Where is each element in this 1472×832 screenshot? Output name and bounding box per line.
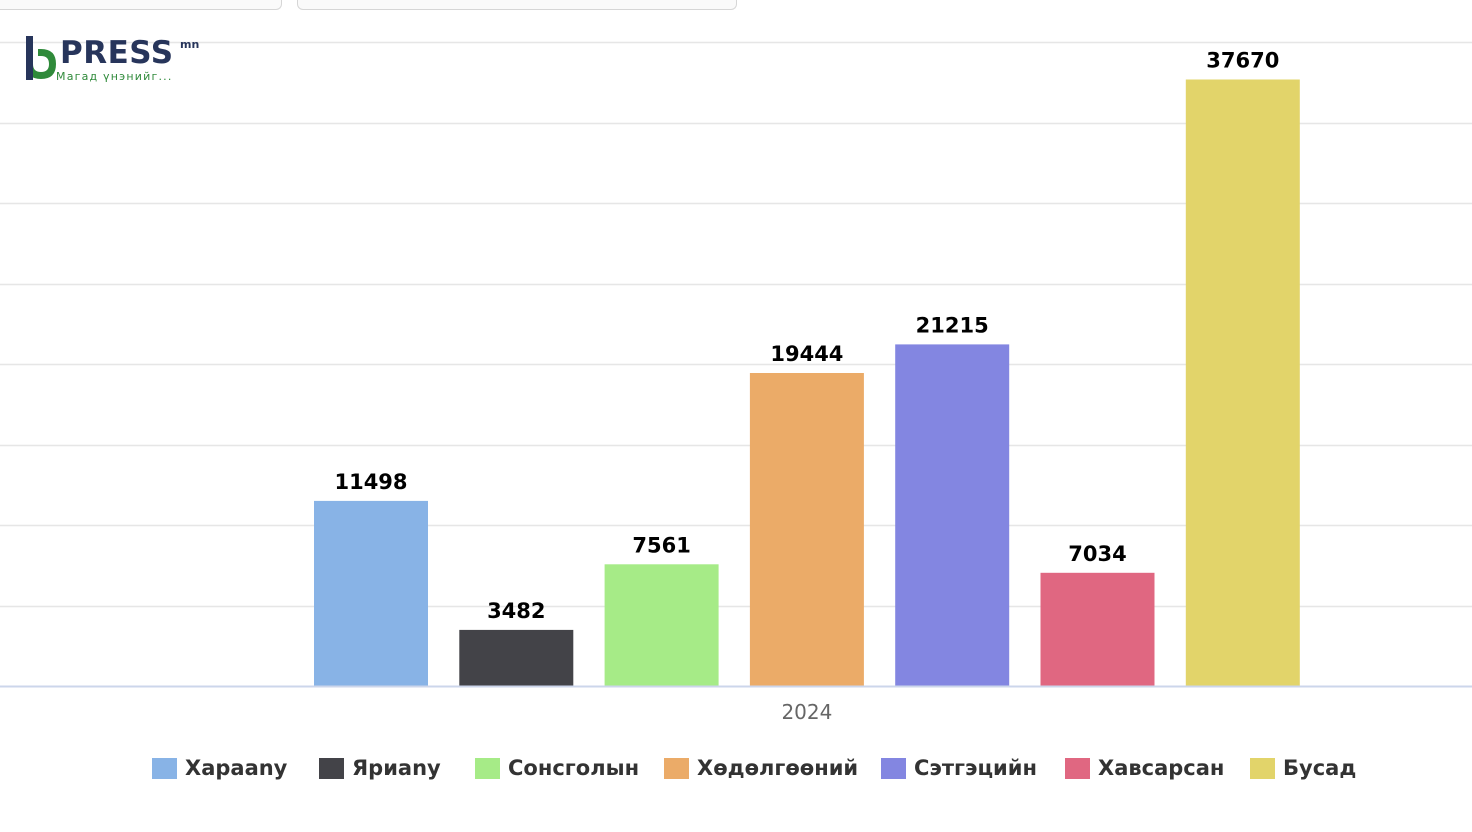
data-label: 7561 [632, 533, 690, 557]
logo-tagline: Магад үнэнийг... [56, 70, 173, 83]
legend-item[interactable]: Бусад [1250, 750, 1356, 786]
bar[interactable] [895, 344, 1010, 686]
legend-label: Сэтгэцийн [914, 756, 1037, 780]
x-tick-label: 2024 [781, 700, 832, 724]
bar[interactable] [314, 500, 428, 686]
legend-label: Яриany [352, 756, 441, 780]
data-label: 3482 [487, 599, 545, 623]
data-label: 37670 [1206, 49, 1279, 73]
bar[interactable] [1040, 572, 1155, 686]
legend-swatch [1250, 757, 1275, 779]
legend-label: Сонсголын [508, 756, 640, 780]
legend-item[interactable]: Сэтгэцийн [881, 750, 1037, 786]
bar[interactable] [459, 629, 574, 686]
legend-item[interactable]: Сонсголын [475, 750, 639, 786]
logo-wordmark: PRESS [60, 35, 174, 71]
legend-item[interactable]: Хавсарсан [1065, 750, 1224, 786]
legend-label: Хөдөлгөөний [697, 756, 859, 780]
bar[interactable] [1185, 79, 1300, 687]
legend-item[interactable]: Яриany [319, 750, 441, 786]
chart-legend: Хараany Яриany Сонсголын Хөдөлгөөний Сэтгэци… [0, 750, 1472, 786]
legend-swatch [152, 757, 177, 779]
bar[interactable] [749, 373, 864, 686]
legend-item[interactable]: Хараany [152, 750, 287, 786]
top-left-input-fragment[interactable] [0, 0, 282, 10]
legend-item[interactable]: Хөдөлгөөний [664, 750, 858, 786]
legend-label: Хавсарсан [1098, 756, 1225, 780]
bar[interactable] [604, 564, 719, 686]
legend-swatch [664, 757, 689, 779]
legend-swatch [475, 757, 500, 779]
legend-swatch [319, 757, 344, 779]
bar-chart: 11498 3482 7561 19444 21215 7034 37670 2024 [0, 41, 1472, 724]
logo-suffix: mn [180, 38, 200, 51]
data-label: 7034 [1068, 542, 1126, 566]
data-label: 11498 [334, 470, 407, 494]
legend-swatch [881, 757, 906, 779]
value-labels: 11498 3482 7561 19444 21215 7034 37670 [334, 49, 1279, 623]
top-right-input-fragment[interactable] [297, 0, 737, 10]
press-logo[interactable]: PRESS mn Магад үнэнийг... [22, 34, 222, 86]
legend-label: Хараany [185, 756, 288, 780]
bars [314, 79, 1300, 687]
legend-swatch [1065, 757, 1090, 779]
data-label: 21215 [916, 313, 989, 337]
press-logo-icon [26, 36, 56, 80]
data-label: 19444 [770, 342, 843, 366]
x-axis: 2024 [0, 685, 1472, 724]
legend-label: Бусад [1283, 756, 1357, 780]
